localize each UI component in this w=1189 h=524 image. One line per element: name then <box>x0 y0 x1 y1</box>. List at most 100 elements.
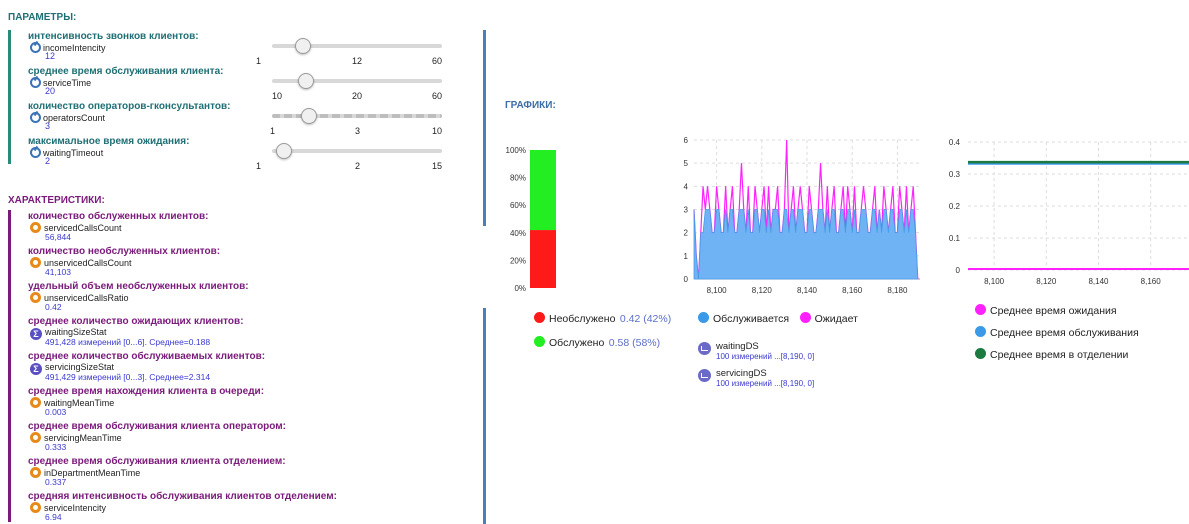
chars-divider <box>8 210 11 522</box>
slider-tick-label: 60 <box>432 91 443 101</box>
ring-icon <box>30 467 41 478</box>
magenta-dot-icon <box>975 304 986 315</box>
y-tick-label: 100% <box>506 146 526 155</box>
slider-thumb-serviceTime[interactable] <box>298 73 314 89</box>
legend-item-wait-time[interactable]: Среднее время ожидания <box>975 301 1139 319</box>
ring-icon <box>30 397 41 408</box>
x-tick-label: 8,180 <box>887 286 908 295</box>
legend-item-service-time[interactable]: Среднее время обслуживания <box>975 323 1139 341</box>
params-divider <box>8 30 11 164</box>
char-label: среднее время обслуживания клиента отдел… <box>28 456 286 467</box>
slider-track[interactable] <box>272 114 442 118</box>
slider-tick-label: 10 <box>432 126 443 136</box>
x-tick-label: 8,140 <box>797 286 818 295</box>
legend-item-served[interactable]: Обслужено 0.58 (58%) <box>534 333 671 351</box>
slider-tick-label: 3 <box>355 126 361 136</box>
char-name: unservicedCallsRatio <box>30 292 129 303</box>
green-dot-icon <box>534 336 545 347</box>
param-name: incomeIntencity <box>30 42 106 53</box>
y-tick-label: 4 <box>684 182 689 191</box>
y-tick-label: 1 <box>684 252 689 261</box>
y-tick-label: 0% <box>514 284 526 293</box>
slider-tick-label: 20 <box>352 91 363 101</box>
stacked-bar-chart: 0% 20% 40% 60% 80% 100% <box>506 146 556 293</box>
chars-section-title: ХАРАКТЕРИСТИКИ: <box>8 195 105 206</box>
gauge-icon <box>30 42 41 53</box>
x-tick-label: 8,160 <box>1141 277 1162 286</box>
bar-legend: Необслужено 0.42 (42%) Обслужено 0.58 (5… <box>534 309 671 351</box>
slider-thumb-incomeIntencity[interactable] <box>294 38 311 54</box>
dark-green-dot-icon <box>975 348 986 359</box>
char-value: 0.003 <box>45 407 67 417</box>
bar-segment-served <box>530 150 556 231</box>
area-legend: Обслуживается Ожидает <box>698 309 858 327</box>
dataset-list: waitingDS 100 измерений ...[8,190, 0] se… <box>698 342 814 388</box>
slider-thumb-operatorsCount[interactable] <box>301 108 318 124</box>
char-label: среднее количество обслуживаемых клиенто… <box>28 351 266 362</box>
ring-icon <box>30 222 41 233</box>
y-tick-label: 6 <box>684 136 689 145</box>
slider-track[interactable] <box>272 79 442 83</box>
slider-track[interactable] <box>272 44 442 48</box>
char-value: 56,844 <box>45 232 71 242</box>
char-label: среднее время нахождения клиента в очере… <box>28 386 265 397</box>
char-name: unservicedCallsCount <box>30 257 132 268</box>
y-tick-label: 20% <box>510 256 526 265</box>
slider-tick-label: 1 <box>270 126 276 136</box>
x-tick-label: 8,120 <box>1036 277 1057 286</box>
center-divider-top <box>483 30 486 226</box>
y-tick-label: 0.3 <box>949 170 961 179</box>
y-tick-label: 2 <box>684 229 689 238</box>
legend-item-unserved[interactable]: Необслужено 0.42 (42%) <box>534 309 671 327</box>
param-label: максимальное время ожидания: <box>28 136 190 147</box>
slider-tick-label: 1 <box>256 161 262 171</box>
param-label: интенсивность звонков клиентов: <box>28 31 199 42</box>
legend-item-waiting[interactable]: Ожидает <box>799 309 858 326</box>
param-value: 20 <box>45 86 56 96</box>
red-dot-icon <box>534 312 545 323</box>
char-label: количество обслуженных клиентов: <box>28 211 209 222</box>
char-label: количество необслуженных клиентов: <box>28 246 221 257</box>
y-tick-label: 40% <box>510 229 526 238</box>
chart-line-icon <box>698 369 711 382</box>
gauge-icon <box>30 77 41 88</box>
blue-dot-icon <box>698 312 709 323</box>
param-name: serviceTime <box>30 77 91 88</box>
param-value: 12 <box>45 51 56 61</box>
slider-track[interactable] <box>272 149 442 153</box>
char-value: 0.337 <box>45 477 67 487</box>
y-tick-label: 0 <box>956 266 961 275</box>
char-value: 41,103 <box>45 267 71 277</box>
sigma-icon: Σ <box>30 328 42 340</box>
param-value: 3 <box>45 121 51 131</box>
legend-item-servicing[interactable]: Обслуживается <box>698 309 794 326</box>
x-tick-label: 8,140 <box>1088 277 1109 286</box>
char-name: servicingMeanTime <box>30 432 122 443</box>
char-name: serviceIntencity <box>30 502 106 513</box>
dataset-servicingDS[interactable]: servicingDS 100 измерений ...[8,190, 0] <box>698 369 814 388</box>
y-tick-label: 80% <box>510 174 526 183</box>
char-name: inDepartmentMeanTime <box>30 467 140 478</box>
param-name: waitingTimeout <box>30 147 103 158</box>
dataset-waitingDS[interactable]: waitingDS 100 измерений ...[8,190, 0] <box>698 342 814 361</box>
param-label: количество операторов-гконсультантов: <box>28 101 231 112</box>
y-tick-label: 0 <box>684 275 689 284</box>
y-tick-label: 60% <box>510 201 526 210</box>
legend-item-department-time[interactable]: Среднее время в отделении <box>975 345 1139 363</box>
y-tick-label: 5 <box>684 159 689 168</box>
chart-line-icon <box>698 342 711 355</box>
param-label: среднее время обслуживания клиента: <box>28 66 224 77</box>
slider-thumb-waitingTimeout[interactable] <box>275 143 292 159</box>
x-tick-label: 8,100 <box>984 277 1005 286</box>
char-value: 0.42 <box>45 302 62 312</box>
ring-icon <box>30 432 41 443</box>
char-label: средняя интенсивность обслуживания клиен… <box>28 491 337 502</box>
series-servicing-area <box>693 209 919 280</box>
param-value: 2 <box>45 156 51 166</box>
blue-dot-icon <box>975 326 986 337</box>
magenta-dot-icon <box>799 312 811 323</box>
sigma-icon: Σ <box>30 363 42 375</box>
